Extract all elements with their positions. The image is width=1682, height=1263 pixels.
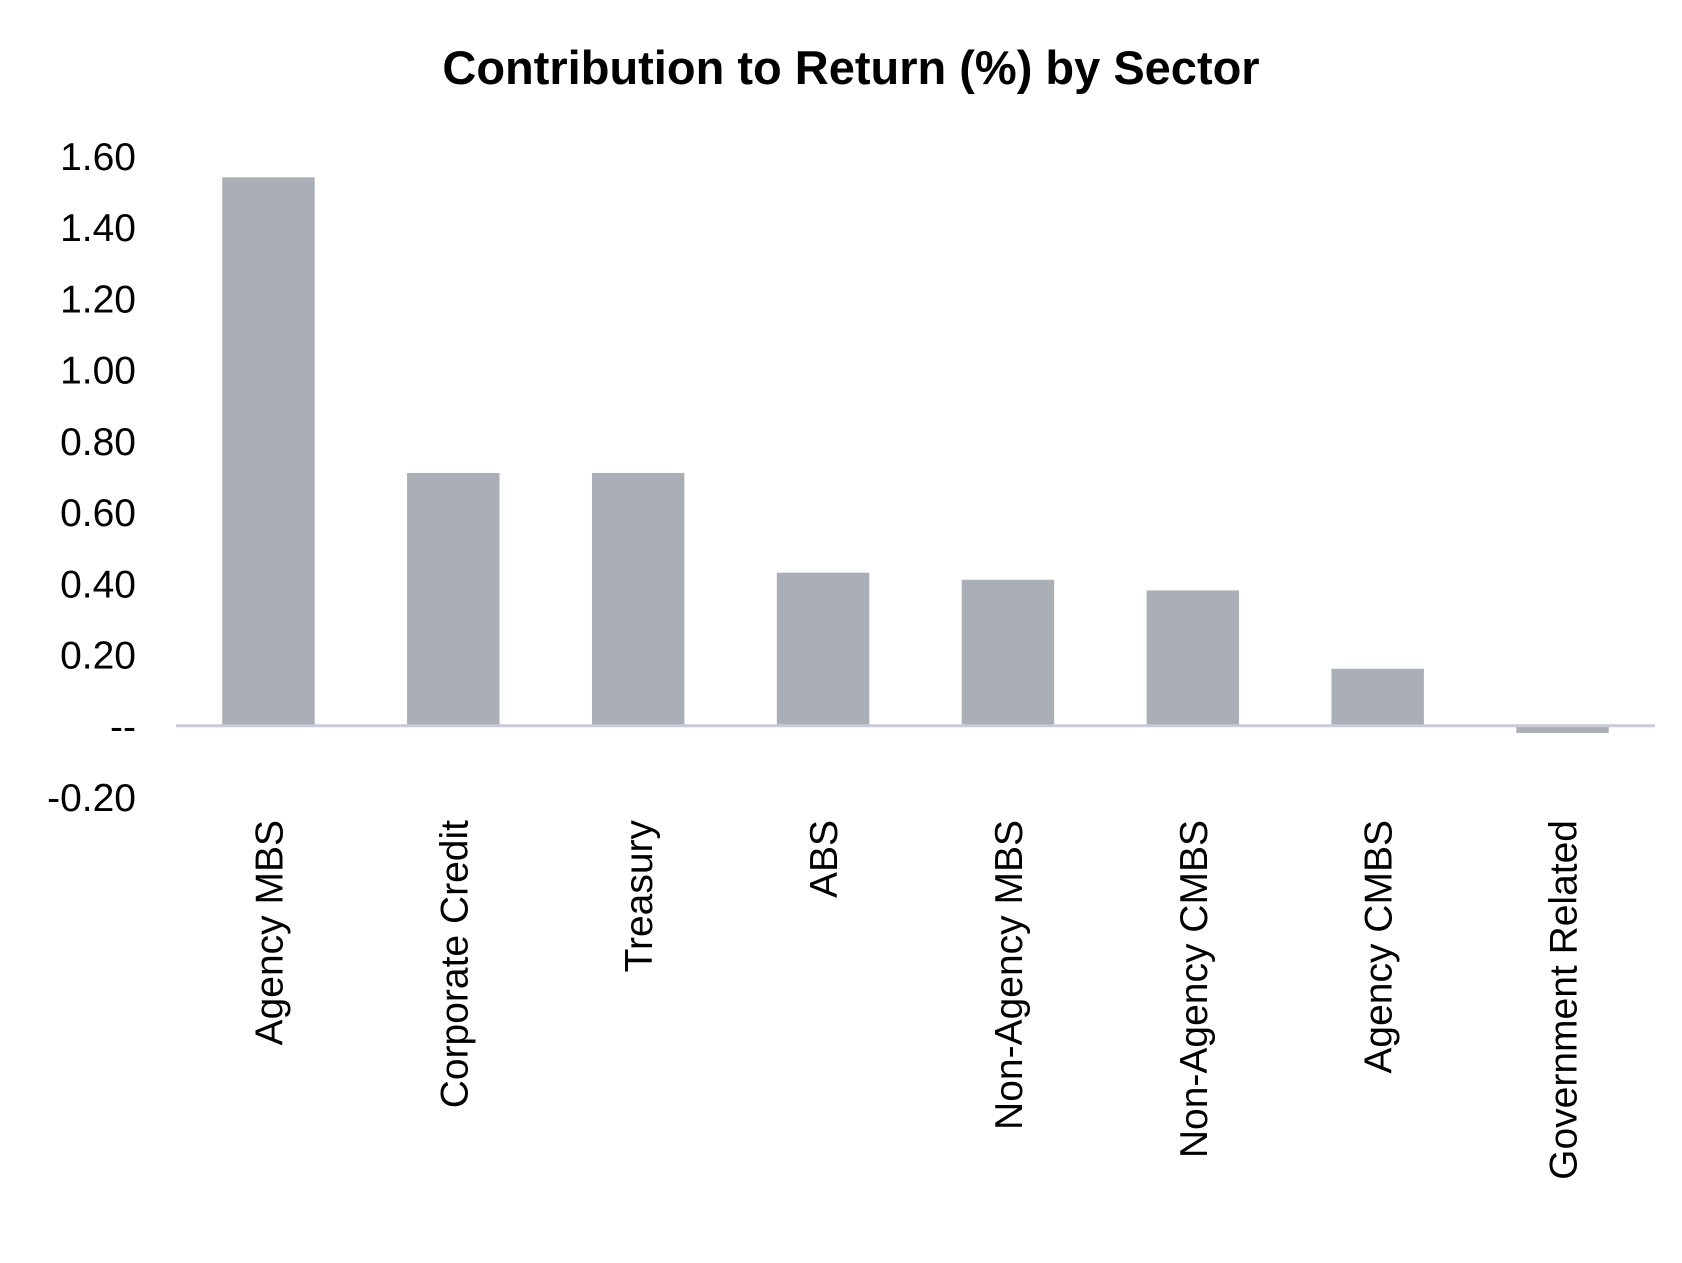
bar (407, 472, 500, 726)
x-category-label: Government Related (1543, 820, 1586, 1180)
x-category-label: Agency CMBS (1358, 820, 1401, 1074)
y-tick-label: -- (110, 706, 136, 749)
x-category-label: Non-Agency CMBS (1173, 820, 1216, 1158)
y-tick-label: 1.00 (60, 350, 136, 393)
x-axis: Agency MBS Corporate Credit Treasury ABS Non… (248, 820, 1585, 1180)
bar (961, 579, 1055, 726)
chart-title: Contribution to Return (%) by Sector (442, 41, 1259, 94)
bar (776, 572, 870, 726)
y-tick-label: 1.40 (60, 207, 136, 250)
bar (591, 472, 685, 726)
y-tick-label: 0.40 (60, 563, 136, 606)
bar (1331, 668, 1424, 726)
bars (222, 177, 1609, 733)
y-tick-label: 0.80 (60, 421, 136, 464)
y-tick-label: -0.20 (47, 777, 136, 820)
y-tick-label: 1.60 (60, 136, 136, 179)
x-category-label: Treasury (618, 820, 661, 973)
x-category-label: Agency MBS (248, 820, 291, 1045)
x-category-label: ABS (803, 820, 846, 898)
y-tick-label: 0.20 (60, 635, 136, 678)
x-category-label: Corporate Credit (433, 820, 476, 1108)
bar (1146, 590, 1240, 726)
x-category-label: Non-Agency MBS (988, 820, 1031, 1130)
bar (222, 177, 315, 726)
y-tick-label: 1.20 (60, 278, 136, 321)
bar (1516, 725, 1609, 733)
y-tick-label: 0.60 (60, 492, 136, 535)
y-axis: 1.60 1.40 1.20 1.00 0.80 0.60 0.40 0.20 -- -0.20 (47, 136, 136, 820)
